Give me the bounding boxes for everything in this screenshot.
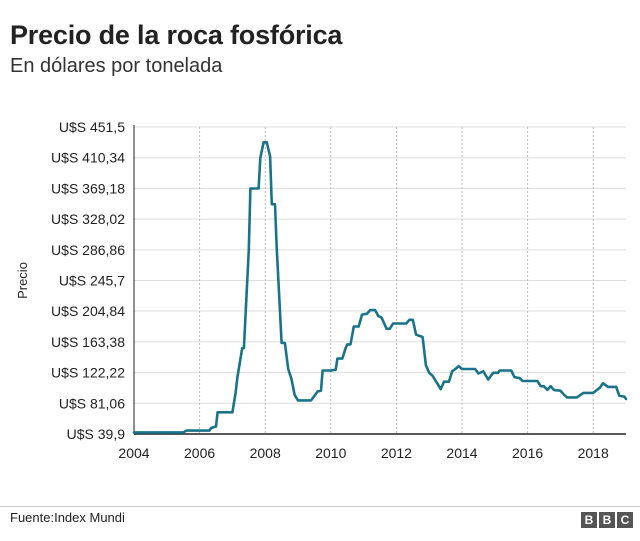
y-tick-label: U$S 39,9	[67, 426, 126, 442]
line-chart: U$S 39,9 U$S 81,06 U$S 122,22 U$S 163,38 U$S…	[15, 119, 628, 461]
footer-divider	[0, 506, 640, 507]
bbc-logo: B B C	[581, 512, 633, 528]
bbc-logo-letter-b1: B	[581, 512, 597, 528]
y-tick-label: U$S 81,06	[59, 395, 125, 411]
y-tick-label: U$S 245,7	[59, 273, 125, 289]
y-tick-label: U$S 204,84	[51, 303, 125, 319]
y-tick-label: U$S 369,18	[51, 180, 125, 196]
x-tick-label: 2016	[512, 445, 543, 461]
x-tick-label: 2008	[250, 445, 281, 461]
x-tick-label: 2004	[118, 445, 149, 461]
chart-subtitle: En dólares por tonelada	[10, 55, 223, 77]
x-tick-label: 2012	[381, 445, 412, 461]
series-line	[132, 141, 628, 434]
y-tick-label: U$S 328,02	[51, 211, 125, 227]
y-tick-label: U$S 410,34	[51, 150, 125, 166]
y-tick-label: U$S 122,22	[51, 365, 125, 381]
y-tick-label: U$S 451,5	[59, 119, 125, 135]
x-tick-label: 2014	[446, 445, 477, 461]
y-tick-label: U$S 163,38	[51, 334, 125, 350]
x-tick-label: 2010	[315, 445, 346, 461]
y-axis-title: Precio	[15, 262, 30, 299]
chart-title: Precio de la roca fosfórica	[10, 20, 343, 50]
bbc-logo-letter-b2: B	[599, 512, 615, 528]
x-tick-label: 2006	[184, 445, 215, 461]
y-tick-label: U$S 286,86	[51, 242, 125, 258]
x-tick-label: 2018	[578, 445, 609, 461]
source-credit: Fuente:Index Mundi	[10, 510, 125, 525]
bbc-logo-letter-c: C	[617, 512, 633, 528]
